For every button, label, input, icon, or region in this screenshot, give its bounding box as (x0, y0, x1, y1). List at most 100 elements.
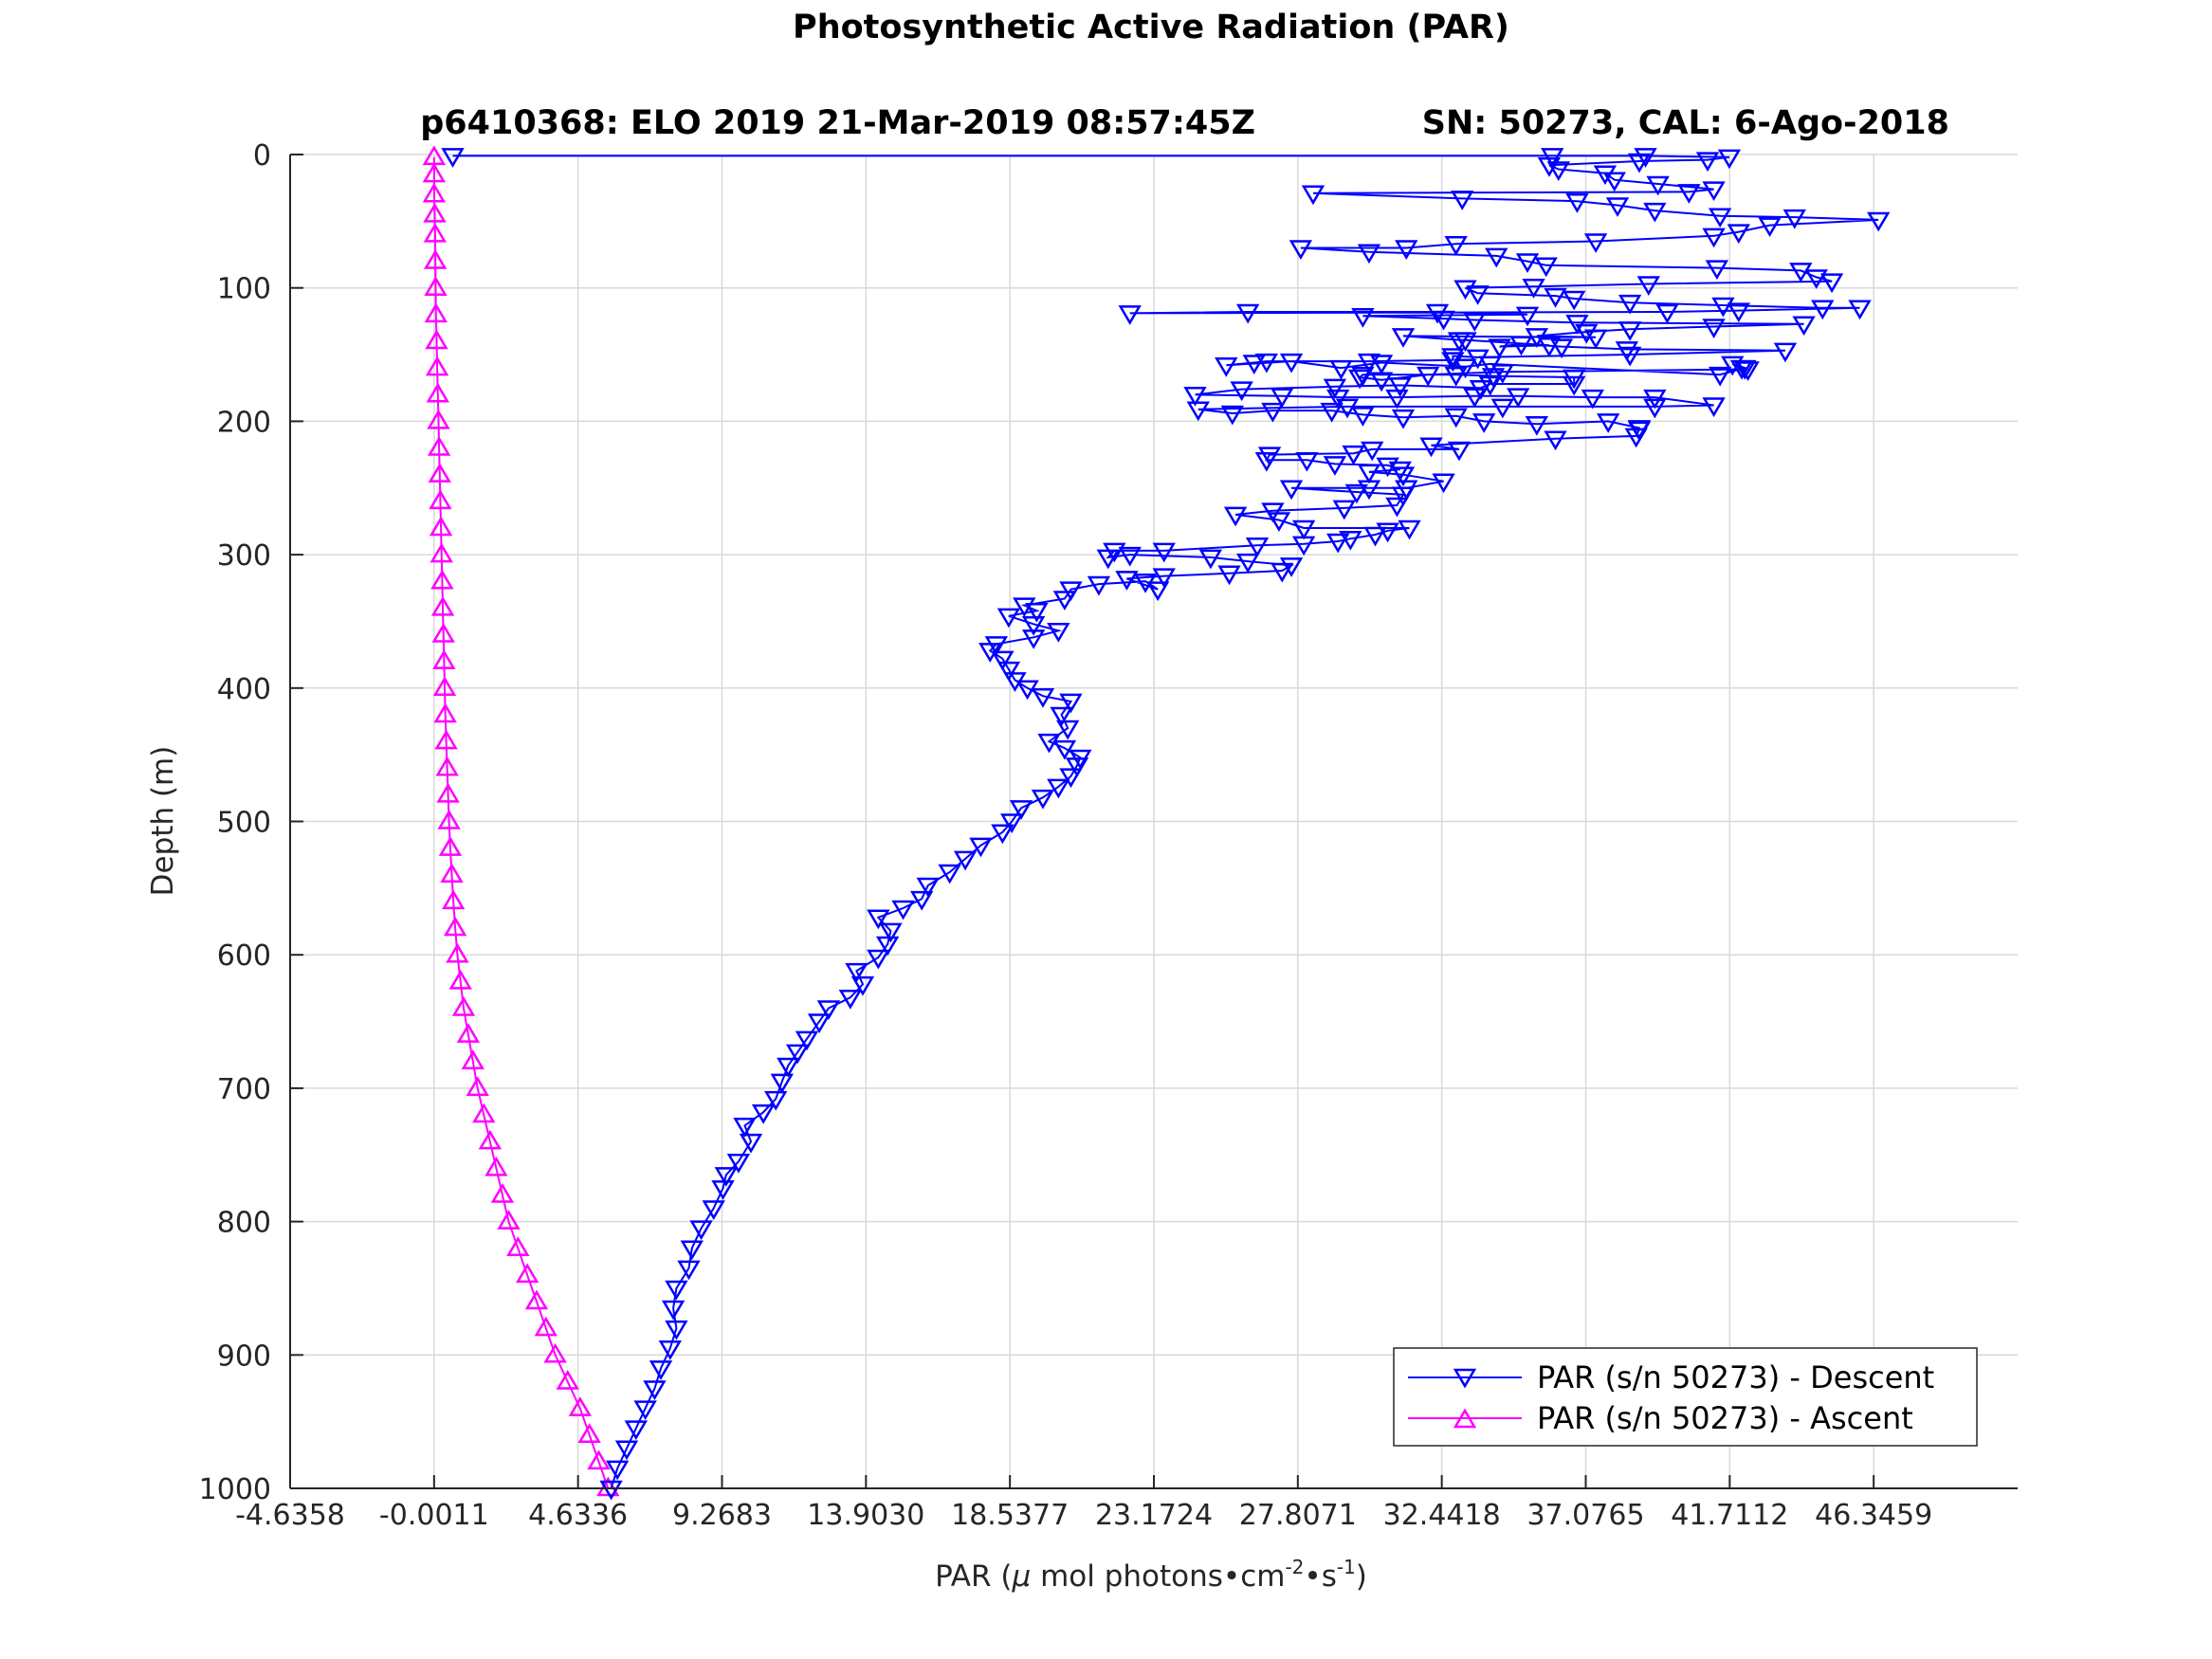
data-point-marker (751, 1103, 776, 1124)
data-point-marker (1469, 379, 1493, 400)
data-point-marker (1546, 161, 1570, 181)
data-point-marker (433, 702, 457, 723)
data-point-marker (1152, 542, 1176, 563)
data-point-marker (1363, 526, 1387, 547)
data-point-marker (437, 810, 461, 830)
data-point-marker (431, 623, 455, 643)
data-point-marker (1118, 305, 1142, 325)
data-point-marker (524, 1289, 549, 1310)
data-point-marker (424, 302, 448, 323)
data-point-marker (1235, 553, 1260, 574)
data-point-marker (807, 1013, 832, 1034)
legend-descent-marker (1453, 1368, 1477, 1389)
data-point-marker (714, 1167, 739, 1187)
data-point-marker (1544, 430, 1567, 451)
data-point-marker (1695, 152, 1720, 173)
data-point-marker (423, 249, 448, 269)
data-point-marker (1485, 247, 1508, 268)
data-point-marker (484, 1156, 508, 1176)
data-point-marker (434, 729, 458, 750)
y-tick-label: 900 (217, 1340, 271, 1373)
data-point-marker (1643, 202, 1667, 223)
data-point-marker (1261, 502, 1285, 523)
data-point-marker (1597, 413, 1620, 433)
data-point-marker (1357, 464, 1381, 484)
x-tick-label: -0.0011 (379, 1499, 489, 1532)
data-point-marker (1472, 413, 1496, 433)
data-point-marker (1525, 328, 1549, 348)
data-point-marker (1646, 175, 1670, 196)
data-point-marker (1344, 483, 1369, 504)
data-point-marker (1702, 319, 1726, 338)
data-point-marker (1848, 300, 1872, 320)
y-tick-label: 400 (217, 673, 271, 706)
data-point-marker (658, 1340, 683, 1360)
data-point-marker (1037, 733, 1061, 754)
data-point-marker (1605, 197, 1630, 217)
data-point-marker (432, 649, 456, 669)
data-point-marker (1792, 316, 1816, 337)
data-point-marker (1145, 581, 1170, 602)
data-point-marker (1361, 441, 1384, 462)
chart-title: Photosynthetic Active Radiation (PAR) (793, 9, 1509, 46)
data-point-marker (422, 162, 447, 183)
data-point-marker (1463, 312, 1487, 332)
legend: PAR (s/n 50273) - Descent PAR (s/n 50273… (1393, 1347, 1978, 1447)
data-point-marker (1031, 687, 1055, 708)
data-point-marker (1242, 355, 1266, 374)
data-point-marker (910, 890, 934, 911)
data-point-marker (624, 1420, 648, 1441)
data-point-marker (984, 636, 1009, 656)
data-point-marker (435, 756, 459, 776)
data-point-marker (1087, 575, 1111, 596)
data-point-marker (1549, 338, 1574, 359)
x-tick-label: 23.1724 (1095, 1499, 1213, 1532)
data-point-marker (649, 1360, 673, 1380)
data-point-marker (1466, 349, 1490, 370)
data-point-marker (1052, 739, 1077, 760)
data-point-marker (1351, 307, 1375, 328)
data-point-marker (726, 1154, 751, 1174)
data-point-marker (1447, 441, 1472, 462)
data-point-marker (425, 329, 448, 350)
data-point-marker (1267, 512, 1291, 532)
legend-ascent-label: PAR (s/n 50273) - Ascent (1537, 1400, 1913, 1436)
data-point-marker (461, 1049, 485, 1070)
data-point-marker (1867, 211, 1891, 232)
data-point-marker (1634, 148, 1657, 168)
data-point-marker (1261, 402, 1285, 423)
data-point-marker (777, 1057, 800, 1078)
data-point-marker (1388, 461, 1412, 482)
data-point-marker (1342, 445, 1365, 465)
data-point-marker (472, 1103, 496, 1123)
data-point-marker (429, 489, 452, 510)
data-point-marker (1235, 303, 1260, 324)
data-point-marker (1351, 407, 1375, 427)
data-point-marker (1702, 228, 1726, 248)
data-point-marker (1391, 328, 1416, 348)
data-point-marker (1347, 369, 1372, 390)
data-point-marker (1782, 209, 1806, 229)
data-point-marker (1295, 451, 1319, 472)
data-point-marker (1031, 789, 1055, 810)
data-point-marker (1515, 253, 1540, 274)
data-point-marker (1537, 337, 1562, 357)
data-point-marker (440, 863, 464, 884)
legend-ascent-marker (1453, 1408, 1477, 1429)
data-point-marker (425, 356, 449, 376)
data-point-marker (1186, 401, 1210, 422)
data-point-marker (1417, 366, 1440, 387)
data-point-marker (1351, 366, 1375, 387)
data-point-marker (991, 824, 1015, 845)
data-point-marker (577, 1423, 601, 1443)
data-point-marker (441, 889, 466, 910)
data-point-marker (1575, 323, 1599, 344)
data-point-marker (1021, 629, 1046, 649)
data-point-marker (1522, 279, 1545, 299)
x-tick-label: 4.6336 (528, 1499, 628, 1532)
data-point-marker (568, 1396, 593, 1416)
data-point-marker (1727, 224, 1750, 245)
data-point-marker (938, 864, 961, 884)
data-point-marker (739, 1133, 763, 1154)
